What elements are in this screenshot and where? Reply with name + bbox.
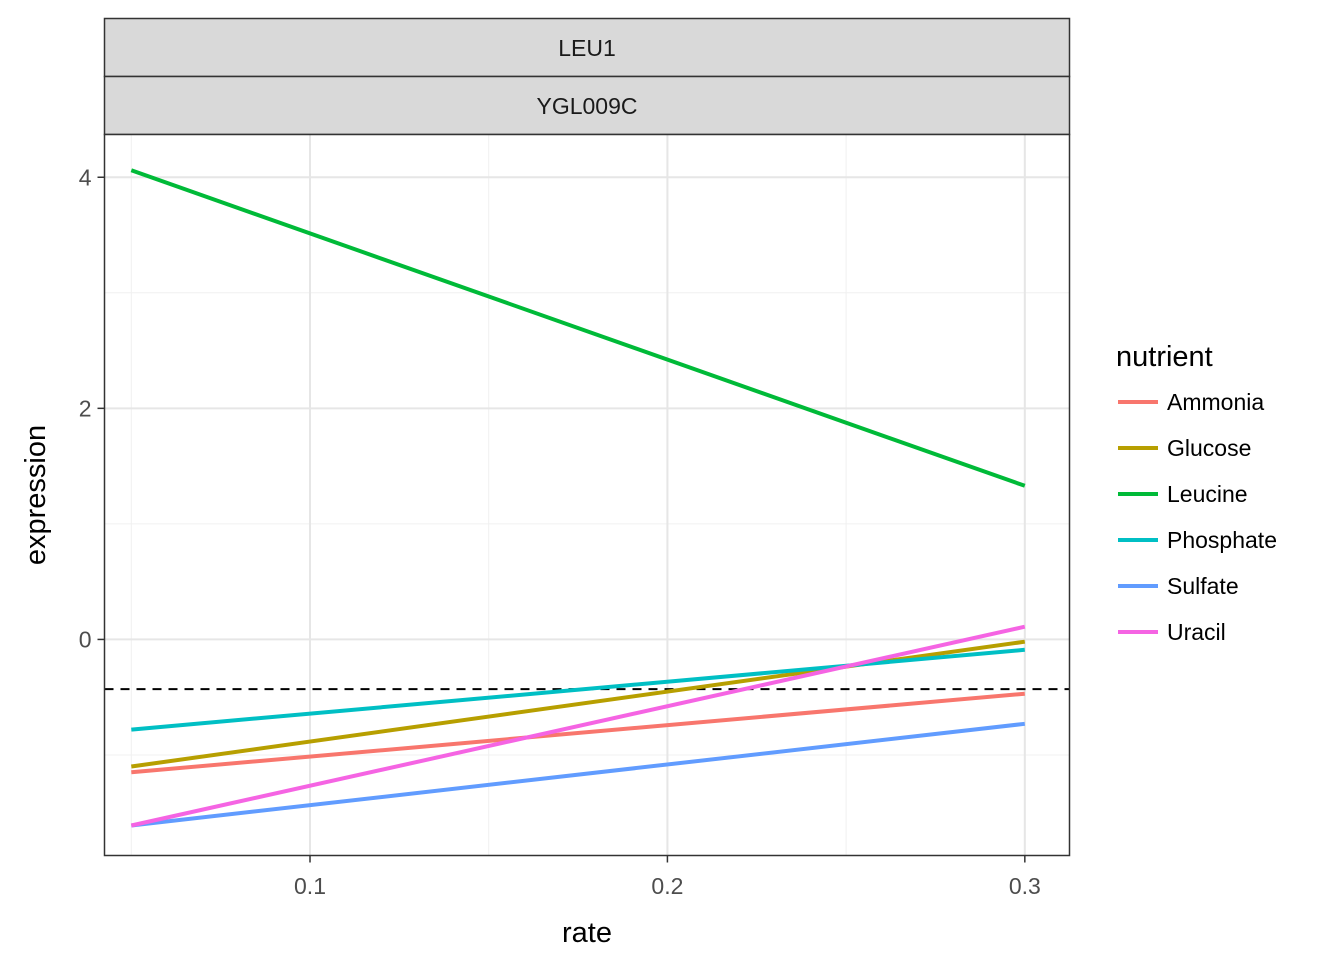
- legend-items: Ammonia Glucose Leucine Phosphate Sulfate Ura…: [1118, 389, 1277, 645]
- series-line-uracil: [130, 624, 1026, 828]
- legend-label-ammonia: Ammonia: [1167, 389, 1264, 415]
- grid-minor: [104, 134, 1070, 856]
- y-tick-label-0: 0: [79, 626, 92, 652]
- facet-strip-1-label: LEU1: [558, 35, 616, 61]
- facet-strip-1: [103, 17, 1071, 78]
- series-line-phosphate: [131, 647, 1025, 732]
- legend-label-phosphate: Phosphate: [1167, 527, 1277, 553]
- x-tick-label-2: 0.3: [1009, 873, 1041, 899]
- legend-label-glucose: Glucose: [1167, 435, 1251, 461]
- legend-label-leucine: Leucine: [1167, 481, 1248, 507]
- plot-panel: [103, 133, 1071, 857]
- facet-strips: LEU1 YGL009C: [103, 17, 1071, 136]
- y-axis-title: expression: [20, 425, 52, 565]
- legend-label-sulfate: Sulfate: [1167, 573, 1239, 599]
- legend: nutrient Ammonia Glucose Leucine Phosphate S…: [1116, 341, 1277, 645]
- grid-major: [104, 134, 1070, 856]
- y-axis: 0 2 4: [79, 164, 105, 652]
- facet-strip-2-label: YGL009C: [536, 93, 637, 119]
- x-axis-title: rate: [562, 917, 612, 949]
- x-tick-label-1: 0.2: [651, 873, 683, 899]
- series-line-leucine: [130, 168, 1026, 488]
- panel-border: [103, 133, 1071, 857]
- y-tick-label-2: 4: [79, 164, 92, 190]
- series-line-sulfate: [131, 721, 1026, 828]
- legend-title: nutrient: [1116, 341, 1213, 373]
- x-axis: 0.1 0.2 0.3: [294, 855, 1041, 899]
- legend-label-uracil: Uracil: [1167, 619, 1226, 645]
- panel-background: [104, 134, 1070, 856]
- y-tick-label-1: 2: [79, 395, 92, 421]
- series-lines: [130, 168, 1026, 828]
- x-tick-label-0: 0.1: [294, 873, 326, 899]
- facet-strip-2: [103, 75, 1071, 136]
- series-line-ammonia: [131, 691, 1025, 775]
